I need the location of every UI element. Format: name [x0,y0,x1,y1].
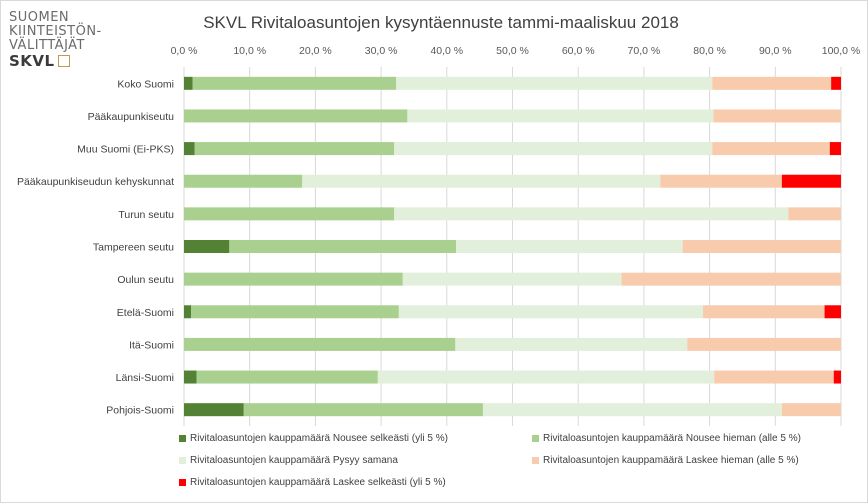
legend-item: Rivitaloasuntojen kauppamäärä Laskee hie… [532,455,799,466]
bar-segment [621,272,841,286]
bar-segment [184,305,192,319]
legend-label: Rivitaloasuntojen kauppamäärä Laskee sel… [190,477,446,488]
bar-segment [687,337,841,351]
bar-chart-plot: 0,0 % 10,0 % 20,0 % 30,0 % 40,0 % 50,0 % 60,0 … [17,45,861,426]
legend-label: Rivitaloasuntojen kauppamäärä Laskee hie… [543,455,799,466]
bar-segment [714,370,834,384]
legend-label: Rivitaloasuntojen kauppamäärä Pysyy sama… [190,455,398,466]
skvl-logo: SUOMEN KIINTEISTÖN- VÄLITTÄJÄT SKVL [9,10,119,70]
bar-segment [184,76,193,90]
category-label: Turun seutu [118,209,174,221]
bar-segment [482,403,782,417]
category-label: Pääkaupunkiseutu [88,111,175,123]
legend-swatch [179,479,186,486]
x-tick-label: 70,0 % [628,45,661,57]
bar-segment [184,109,408,123]
x-tick-label: 30,0 % [365,45,398,57]
x-tick-label: 90,0 % [759,45,792,57]
category-label: Koko Suomi [117,78,174,90]
bar-segment [455,337,688,351]
bar-segment [184,370,197,384]
x-tick-label: 40,0 % [430,45,463,57]
bar-segment [184,174,303,188]
bar-segment [194,142,395,156]
bar-segment [394,207,789,221]
bar-segment [302,174,661,188]
logo-line-1: SUOMEN [9,10,70,25]
category-label: Tampereen seutu [93,242,174,254]
bar-segment [184,403,244,417]
x-tick-label: 20,0 % [299,45,332,57]
bar-segment [455,240,683,253]
bar-segment [184,272,403,286]
category-label: Etelä-Suomi [117,307,174,319]
bar-segment [712,142,830,156]
bar-segment [196,370,378,384]
logo-brand: SKVL [9,53,119,69]
bar-segment [781,403,841,417]
x-tick-label: 60,0 % [562,45,595,57]
legend-swatch [179,435,186,442]
legend-label: Rivitaloasuntojen kauppamäärä Nousee sel… [190,433,448,444]
bar-segment [682,240,841,253]
legend-label: Rivitaloasuntojen kauppamäärä Nousee hie… [543,433,801,444]
category-label: Itä-Suomi [129,339,174,351]
bar-segment [184,207,395,221]
bar-segment [407,109,714,123]
bar-segment [243,403,483,417]
bar-segment [660,174,782,188]
category-label: Pohjois-Suomi [106,405,174,417]
legend-swatch [532,457,539,464]
legend-item: Rivitaloasuntojen kauppamäärä Nousee sel… [179,433,448,444]
category-label: Oulun seutu [117,274,174,286]
bar-segment [831,76,841,90]
bar-segment [184,142,195,156]
x-tick-label: 0,0 % [171,45,198,57]
bar-segment [396,76,713,90]
legend-item: Rivitaloasuntojen kauppamäärä Pysyy sama… [179,455,398,466]
legend-swatch [179,457,186,464]
logo-line-2: KIINTEISTÖN- [9,24,102,39]
category-label: Pääkaupunkiseudun kehyskunnat [17,176,174,188]
bar-segment [824,305,841,319]
x-tick-label: 50,0 % [496,45,529,57]
legend-item: Rivitaloasuntojen kauppamäärä Nousee hie… [532,433,801,444]
bar-segment [781,174,841,188]
bar-segment [713,109,841,123]
x-tick-label: 80,0 % [693,45,726,57]
bar-segment [833,370,841,384]
bar-segment [398,305,704,319]
x-tick-label: 100,0 % [822,45,861,57]
logo-brand-text: SKVL [9,52,55,70]
category-label: Muu Suomi (Ei-PKS) [77,144,174,156]
bar-segment [788,207,841,221]
bar-segment [829,142,841,156]
bar-segment [402,272,622,286]
bar-segment [191,305,399,319]
bar-segment [703,305,825,319]
house-icon [57,55,70,67]
legend-item: Rivitaloasuntojen kauppamäärä Laskee sel… [179,477,446,488]
chart-title: SKVL Rivitaloasuntojen kysyntäennuste ta… [203,13,679,32]
bar-segment [184,240,230,253]
bar-segment [184,337,456,351]
x-tick-label: 10,0 % [233,45,266,57]
category-label: Länsi-Suomi [116,372,174,384]
bar-segment [712,76,832,90]
legend-swatch [532,435,539,442]
bar-segment [377,370,715,384]
logo-line-3: VÄLITTÄJÄT [9,38,85,53]
bar-segment [394,142,713,156]
bar-segment [229,240,456,253]
bar-segment [192,76,397,90]
